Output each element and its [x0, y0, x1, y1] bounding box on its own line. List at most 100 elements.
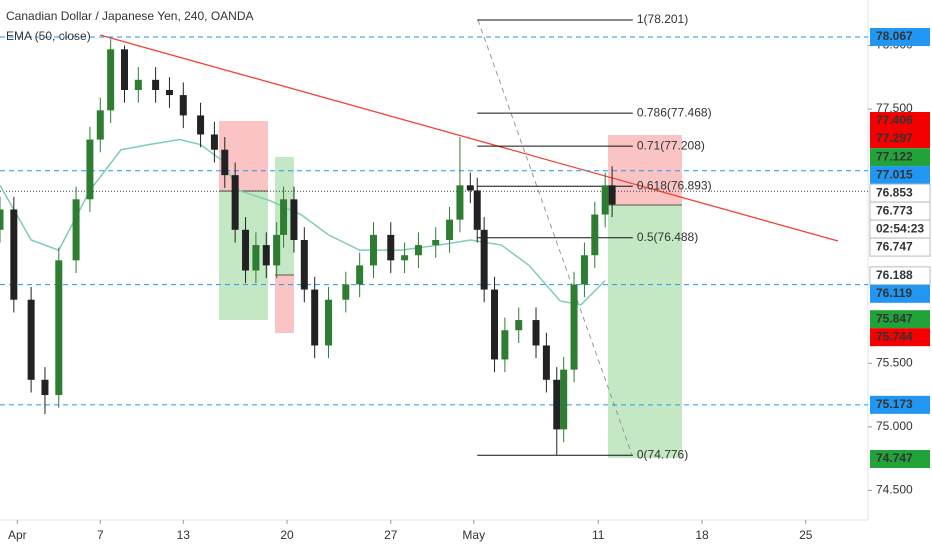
candle-body — [210, 134, 218, 150]
candle-body — [580, 255, 588, 285]
price-label: 74.747 — [876, 451, 913, 465]
y-tick-label: 75.500 — [876, 355, 913, 369]
fib-label: 0(74.776) — [637, 447, 688, 461]
x-tick-label: 27 — [384, 528, 398, 542]
price-label-box — [870, 328, 930, 347]
price-label: 02:54:23 — [876, 221, 924, 235]
y-tick-label: 75.000 — [876, 419, 913, 433]
price-label-box — [870, 395, 930, 414]
indicator-label: EMA (50, close) — [6, 29, 91, 43]
candle-body — [342, 284, 350, 300]
price-label-box — [870, 27, 930, 46]
x-tick-label: Apr — [8, 528, 27, 542]
candle-body — [231, 175, 239, 230]
x-tick-label: 20 — [280, 528, 294, 542]
price-label-box — [869, 237, 931, 257]
candle-body — [10, 209, 18, 300]
candle-body — [221, 149, 229, 176]
x-tick-label: 7 — [97, 528, 104, 542]
price-label-box — [870, 130, 930, 149]
candle-body — [480, 229, 488, 290]
candle-body — [152, 79, 160, 90]
price-label: 75.173 — [876, 397, 913, 411]
price-label-box — [870, 148, 930, 167]
candle-body — [387, 234, 395, 261]
candle-body — [432, 239, 440, 246]
fib-label: 0.786(77.468) — [637, 105, 712, 119]
price-label: 76.119 — [876, 286, 912, 300]
candle-body — [197, 115, 205, 135]
candle-body — [280, 199, 288, 235]
candle-body — [553, 379, 561, 430]
candle-body — [560, 369, 568, 430]
chart-title: Canadian Dollar / Japanese Yen, 240, OAN… — [6, 9, 254, 23]
fib-label: 0.618(76.893) — [637, 178, 712, 192]
candle-body — [86, 139, 94, 200]
candle-body — [446, 219, 454, 240]
price-label-box — [870, 166, 930, 185]
price-label: 75.847 — [876, 311, 913, 325]
candle-body — [165, 89, 173, 96]
candle-body — [27, 299, 35, 380]
candle-body — [473, 190, 481, 230]
candle-body — [570, 284, 578, 370]
candle-body — [96, 110, 104, 140]
candle-body — [41, 379, 49, 396]
candle-body — [356, 265, 364, 285]
position-target — [608, 205, 682, 458]
candle-body — [591, 214, 599, 256]
candle-body — [401, 255, 409, 261]
price-label: 78.067 — [876, 29, 913, 43]
candle-body — [501, 330, 509, 360]
price-label: 77.015 — [876, 167, 913, 181]
candle-body — [290, 199, 298, 240]
candle-body — [107, 49, 115, 111]
price-label: 76.773 — [876, 203, 913, 217]
candle-body — [325, 299, 333, 346]
price-label: 76.188 — [876, 268, 913, 282]
candle-body — [120, 49, 128, 90]
candle-body — [311, 289, 319, 346]
price-label: 77.297 — [876, 131, 913, 145]
price-label: 76.853 — [876, 185, 913, 199]
candle-body — [515, 320, 523, 331]
fib-label: 0.5(76.488) — [637, 230, 698, 244]
candle-body — [0, 209, 4, 230]
position-stop — [275, 275, 294, 333]
candle-body — [369, 234, 377, 266]
candle-body — [242, 229, 250, 271]
candle-body — [491, 289, 499, 360]
candle-body — [601, 185, 609, 215]
x-tick-label: 11 — [592, 528, 605, 542]
fib-label: 1(78.201) — [637, 12, 688, 26]
price-label: 77.122 — [876, 149, 913, 163]
candle-body — [532, 320, 540, 346]
price-label: 76.747 — [876, 239, 913, 253]
price-label-box — [870, 310, 930, 329]
y-tick-label: 77.500 — [876, 101, 913, 115]
candle-body — [456, 185, 464, 220]
price-label-box — [870, 112, 930, 131]
candle-body — [414, 245, 422, 256]
price-label-box — [870, 284, 930, 303]
price-label: 77.406 — [876, 113, 913, 127]
candle-body — [72, 199, 80, 261]
candle-body — [55, 260, 63, 396]
candle-body — [273, 234, 281, 266]
trend-line — [99, 34, 839, 242]
price-label-box — [870, 449, 930, 468]
candle-body — [542, 345, 550, 380]
candle-body — [179, 95, 187, 116]
x-tick-label: 13 — [177, 528, 191, 542]
fib-trend — [477, 19, 633, 456]
candle-body — [608, 185, 616, 205]
candle-body — [300, 239, 308, 290]
y-tick-label: 74.500 — [876, 483, 913, 497]
x-tick-label: 25 — [799, 528, 813, 542]
candle-body — [252, 245, 260, 271]
candle-body — [466, 185, 474, 191]
fib-label: 0.71(77.208) — [637, 138, 705, 152]
price-label: 75.744 — [876, 329, 913, 343]
candle-body — [262, 245, 270, 266]
